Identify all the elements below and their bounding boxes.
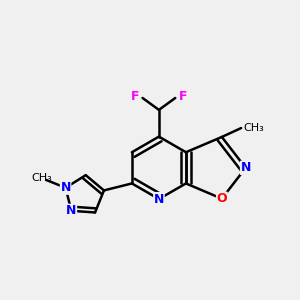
Text: N: N (154, 193, 164, 206)
Text: N: N (60, 181, 71, 194)
Text: CH₃: CH₃ (244, 123, 264, 133)
Text: N: N (66, 204, 76, 217)
Text: CH₃: CH₃ (32, 173, 52, 183)
Text: F: F (130, 90, 139, 103)
Text: F: F (179, 90, 187, 103)
Text: O: O (217, 192, 227, 205)
Text: N: N (241, 161, 251, 174)
